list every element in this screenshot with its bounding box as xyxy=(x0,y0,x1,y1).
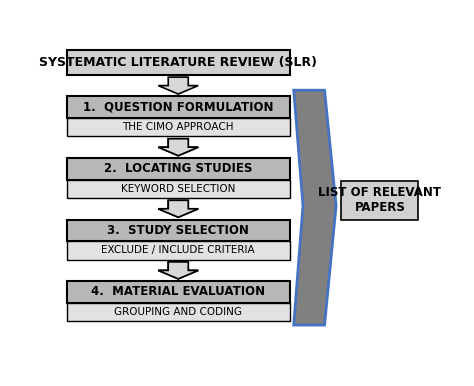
Polygon shape xyxy=(158,200,198,217)
Text: LIST OF RELEVANT
PAPERS: LIST OF RELEVANT PAPERS xyxy=(319,186,441,214)
Text: 3.  STUDY SELECTION: 3. STUDY SELECTION xyxy=(107,224,249,237)
Bar xyxy=(66,118,290,136)
Bar xyxy=(66,220,290,241)
Polygon shape xyxy=(294,90,336,325)
Text: 2.  LOCATING STUDIES: 2. LOCATING STUDIES xyxy=(104,162,253,175)
Polygon shape xyxy=(158,200,198,217)
Text: EXCLUDE / INCLUDE CRITERIA: EXCLUDE / INCLUDE CRITERIA xyxy=(101,245,255,256)
Bar xyxy=(66,96,290,118)
Bar xyxy=(66,158,290,179)
Bar xyxy=(66,281,290,303)
Bar xyxy=(66,241,290,260)
Text: KEYWORD SELECTION: KEYWORD SELECTION xyxy=(121,184,236,194)
Polygon shape xyxy=(158,139,198,156)
Polygon shape xyxy=(158,139,198,156)
Text: THE CIMO APPROACH: THE CIMO APPROACH xyxy=(122,122,234,132)
Bar xyxy=(66,303,290,321)
Bar xyxy=(66,179,290,198)
Text: GROUPING AND CODING: GROUPING AND CODING xyxy=(114,307,242,317)
Polygon shape xyxy=(158,77,198,94)
Text: 4.  MATERIAL EVALUATION: 4. MATERIAL EVALUATION xyxy=(91,286,265,298)
Bar xyxy=(66,50,290,75)
Text: SYSTEMATIC LITERATURE REVIEW (SLR): SYSTEMATIC LITERATURE REVIEW (SLR) xyxy=(39,56,317,69)
Polygon shape xyxy=(158,262,198,279)
Polygon shape xyxy=(158,262,198,279)
Bar xyxy=(341,181,419,220)
Text: 1.  QUESTION FORMULATION: 1. QUESTION FORMULATION xyxy=(83,101,273,113)
